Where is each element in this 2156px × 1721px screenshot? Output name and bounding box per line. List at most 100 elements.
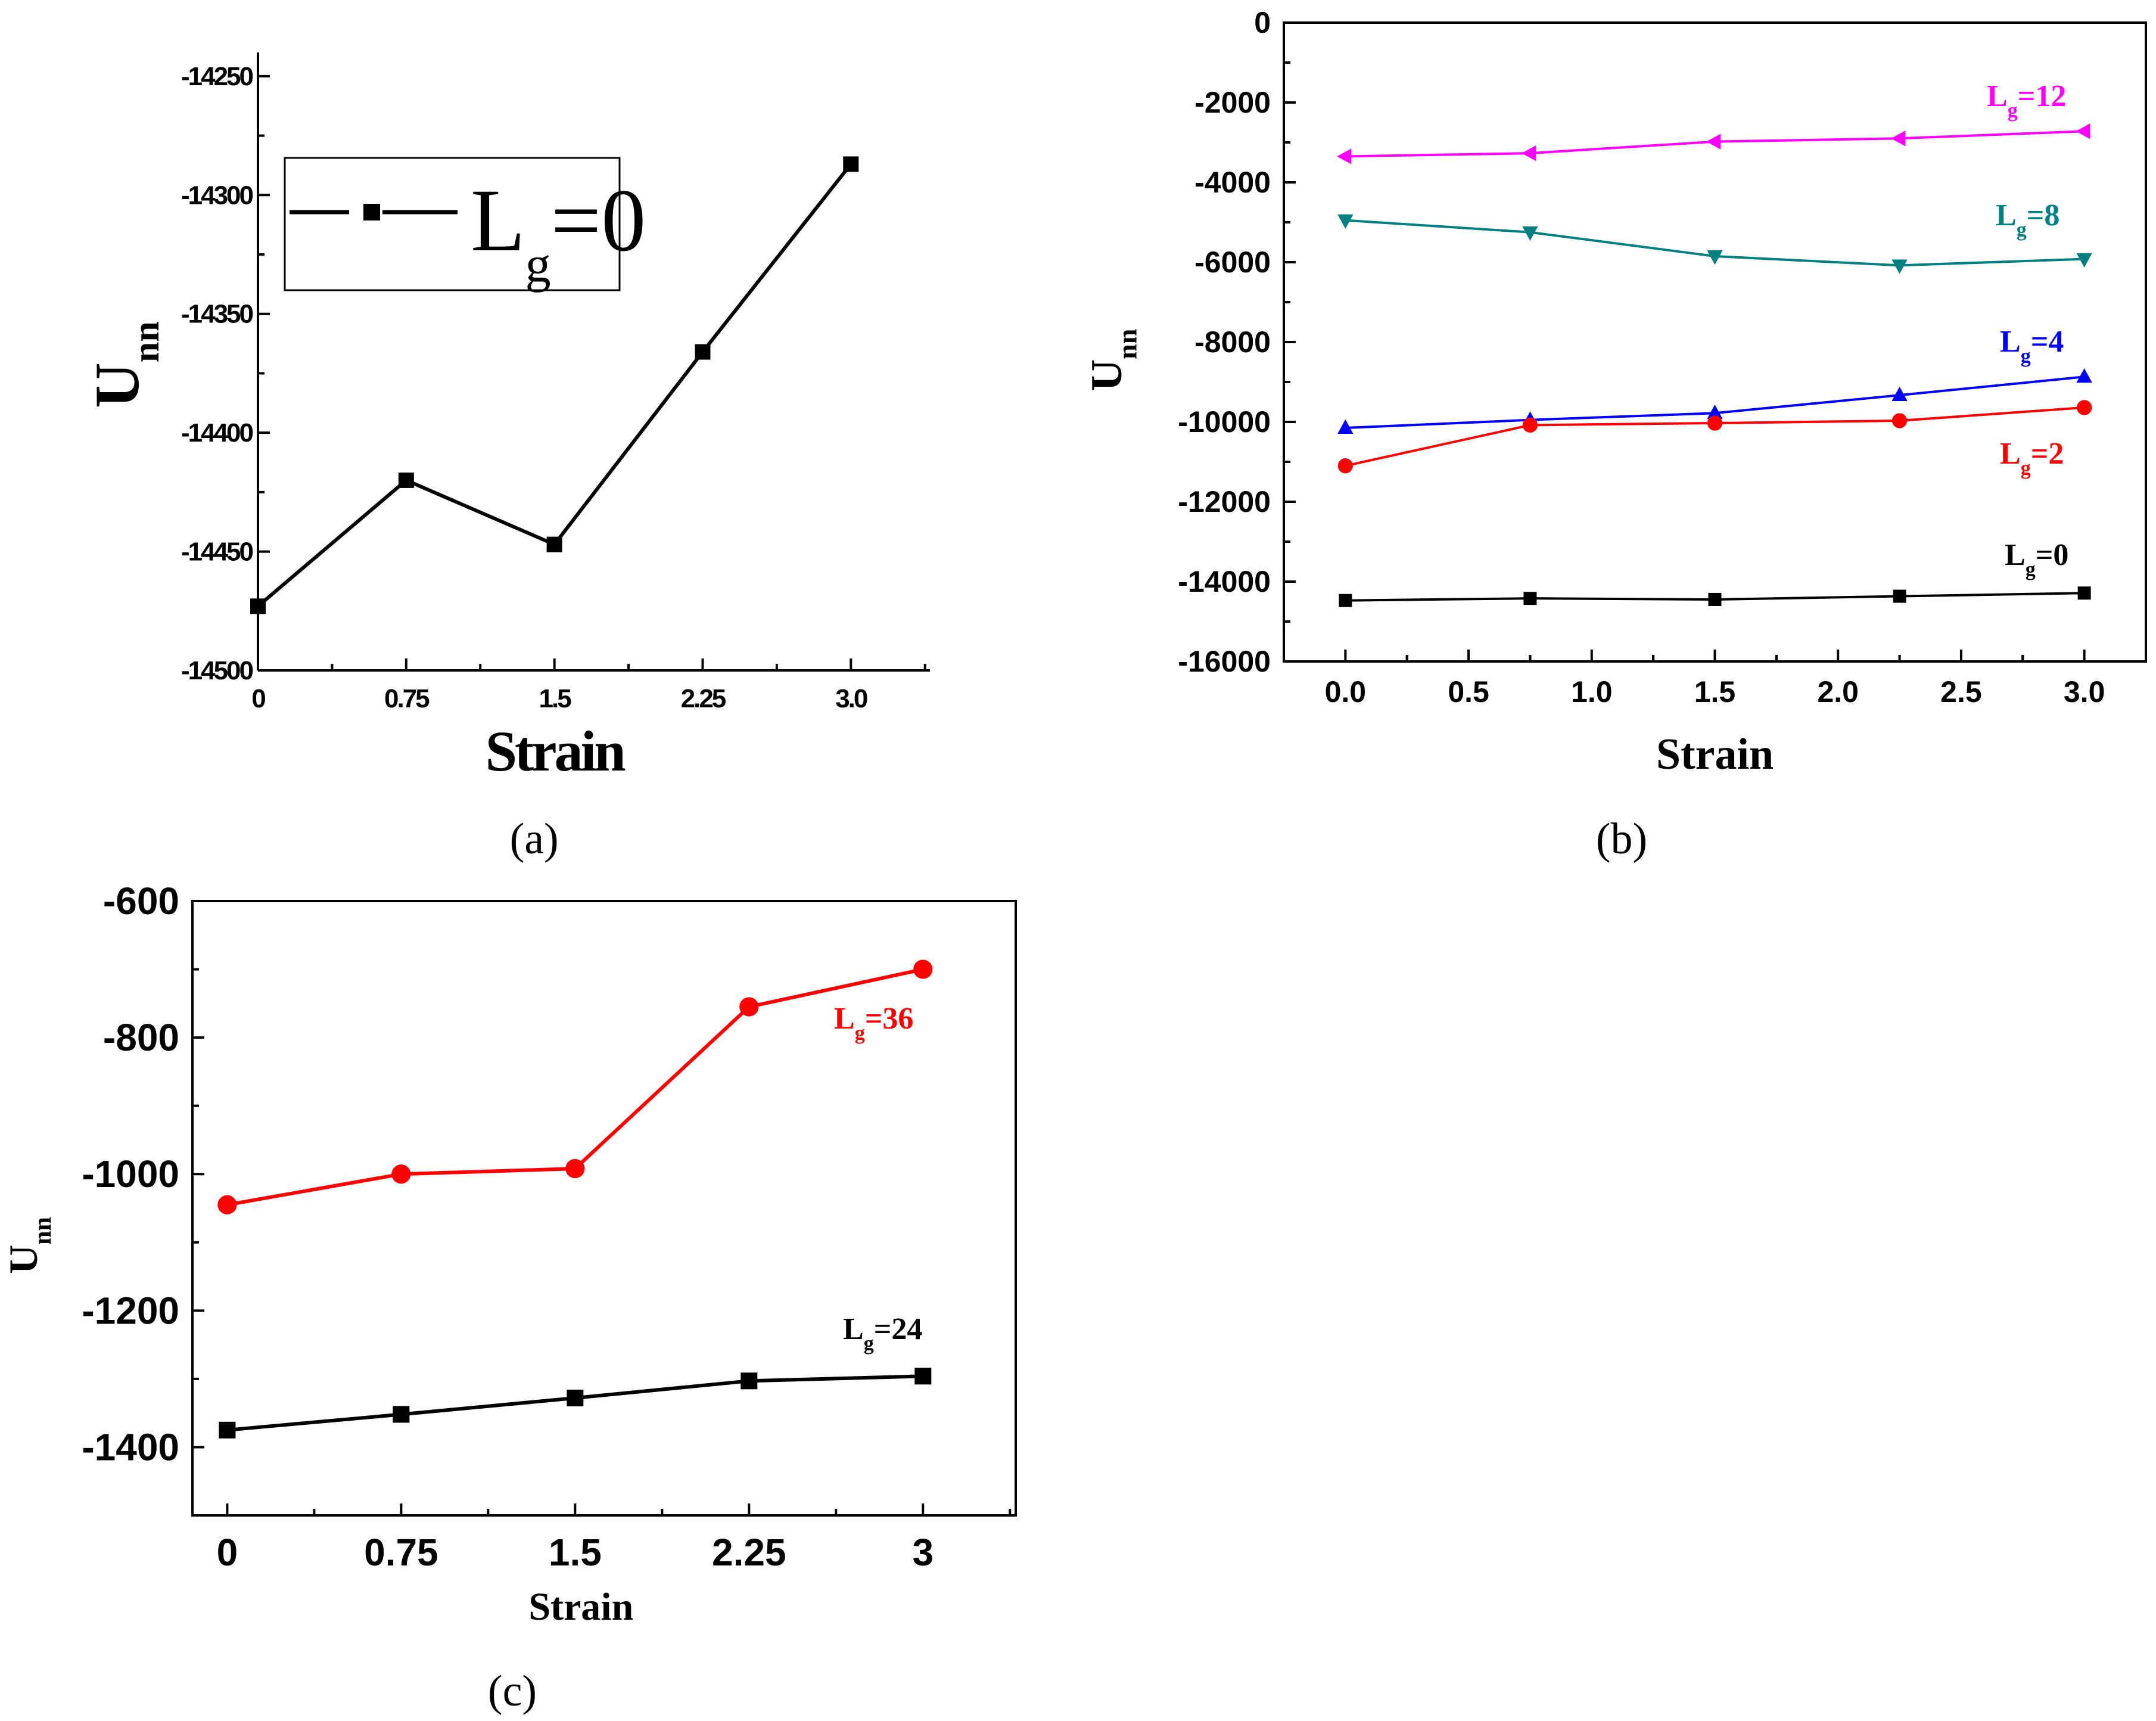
data-point-lg8	[1707, 250, 1723, 265]
data-point-lg8	[1337, 214, 1354, 229]
y-tick-label: -14000	[1178, 565, 1271, 598]
series-label-lg8: Lg=8	[1996, 198, 2059, 241]
panel-c: -600 -800 -1000 -1200 -1400 0 0.75 1.5 2.25 3 Stra…	[1, 880, 1017, 1716]
y-tick-label: -14400	[181, 418, 253, 448]
data-point-lg36	[913, 959, 933, 979]
data-point-lg2	[1522, 417, 1538, 433]
series-label-lg8-main: L	[1996, 198, 2017, 232]
series-label-lg2: Lg=2	[2000, 437, 2064, 480]
data-point-lg12	[2076, 123, 2090, 139]
x-tick-label: 1.5	[539, 684, 572, 713]
series-label-lg12-rest: =12	[2018, 79, 2067, 113]
data-point-lg12	[1337, 148, 1352, 164]
x-tick-label: 0	[251, 684, 265, 713]
series-label-lg0-sub: g	[2026, 559, 2036, 581]
y-tick-label: -12000	[1178, 485, 1271, 518]
data-point-lg4	[2076, 368, 2092, 383]
series-label-lg4-main: L	[2000, 325, 2021, 359]
x-tick-label: 3.0	[2064, 675, 2105, 709]
data-point-lg0	[398, 472, 414, 488]
data-point-lg24	[567, 1389, 584, 1406]
x-tick-label: 2.25	[712, 1531, 786, 1574]
x-tick-label: 1.0	[1571, 675, 1613, 709]
y-tick-label: -6000	[1194, 246, 1271, 279]
x-tick-label: 3.0	[835, 684, 867, 713]
data-point-lg24	[741, 1372, 758, 1390]
y-tick-label: -8000	[1194, 325, 1271, 359]
caption-c: (c)	[488, 1667, 537, 1716]
data-point-lg12	[1522, 145, 1536, 161]
y-tick-label: -14450	[181, 538, 253, 567]
y-axis-label: Unn	[1082, 329, 1142, 392]
series-label-lg2-sub: g	[2021, 458, 2031, 480]
series-label-lg0-main: L	[2005, 538, 2026, 572]
data-point-lg24	[219, 1421, 236, 1439]
data-point-lg8	[2076, 253, 2092, 268]
series-label-lg36: Lg=36	[834, 1002, 913, 1045]
data-point-lg0	[1339, 594, 1352, 607]
series-label-lg24-sub: g	[864, 1333, 874, 1355]
y-tick-label: -14300	[181, 181, 253, 210]
data-point-lg2	[1707, 415, 1723, 431]
series-label-lg12-sub: g	[2008, 100, 2018, 122]
data-point-lg0	[2077, 586, 2091, 600]
y-axis-label-sub: nn	[29, 1217, 57, 1245]
plot-frame	[191, 900, 1017, 1517]
x-axis-label: Strain	[1656, 730, 1774, 779]
y-tick-label: -600	[103, 880, 179, 922]
y-tick-label: -1200	[82, 1289, 179, 1332]
y-axis-label-main: U	[82, 362, 152, 408]
series-label-lg24-main: L	[843, 1312, 864, 1346]
series-label-lg2-rest: =2	[2031, 437, 2064, 471]
data-point-lg0	[843, 156, 859, 172]
x-tick-label: 0	[217, 1531, 238, 1574]
caption-b: (b)	[1596, 815, 1647, 863]
series-label-lg36-rest: =36	[865, 1002, 914, 1036]
y-axis-label: Unn	[1, 1217, 57, 1274]
y-tick-label: -10000	[1178, 405, 1271, 439]
y-tick-label: -1400	[82, 1425, 179, 1468]
x-tick-label: 1.5	[549, 1531, 602, 1574]
legend: Lg=0	[284, 157, 646, 293]
series-label-lg12-main: L	[1987, 79, 2008, 113]
data-point-lg2	[1891, 413, 1908, 428]
data-point-lg24	[393, 1406, 410, 1423]
y-tick-label: -4000	[1194, 166, 1271, 199]
y-tick-label: -14350	[181, 300, 253, 329]
y-tick-label: 0	[1254, 6, 1271, 39]
x-axis-label: Strain	[528, 1585, 633, 1629]
x-tick-label: 2.25	[681, 684, 726, 713]
series-label-lg4: Lg=4	[2000, 325, 2064, 368]
data-point-lg4	[1707, 404, 1723, 420]
legend-marker	[363, 204, 380, 220]
x-tick-label: 0.5	[1448, 675, 1489, 709]
y-axis-label-main: U	[1, 1245, 46, 1274]
data-point-lg36	[565, 1158, 585, 1179]
x-tick-label: 0.75	[364, 1531, 438, 1574]
y-tick-label: -2000	[1194, 86, 1271, 119]
data-point-lg24	[914, 1368, 932, 1385]
x-tick-label: 2.0	[1817, 675, 1859, 709]
data-point-lg12	[1891, 131, 1906, 147]
series-label-lg8-sub: g	[2017, 219, 2027, 241]
y-axis-label-sub: nn	[126, 321, 167, 362]
legend-label-sub: g	[525, 235, 551, 293]
data-point-lg12	[1706, 133, 1721, 150]
x-tick-label: 2.5	[1940, 675, 1982, 709]
data-point-lg0	[1893, 589, 1906, 603]
series-label-lg36-main: L	[834, 1002, 855, 1036]
x-tick-label: 1.5	[1694, 675, 1736, 709]
x-tick-label: 0.0	[1325, 675, 1367, 709]
data-point-lg0	[695, 344, 711, 360]
y-axis-label: Unn	[82, 321, 167, 408]
x-tick-label: 3	[912, 1531, 934, 1574]
legend-box	[284, 157, 621, 291]
legend-label: Lg=0	[471, 171, 646, 293]
series-label-lg12: Lg=12	[1987, 79, 2066, 122]
data-point-lg8	[1522, 226, 1538, 241]
y-tick-label: -16000	[1178, 645, 1271, 678]
series-label-lg24: Lg=24	[843, 1312, 922, 1355]
y-tick-label: -14500	[181, 656, 253, 685]
